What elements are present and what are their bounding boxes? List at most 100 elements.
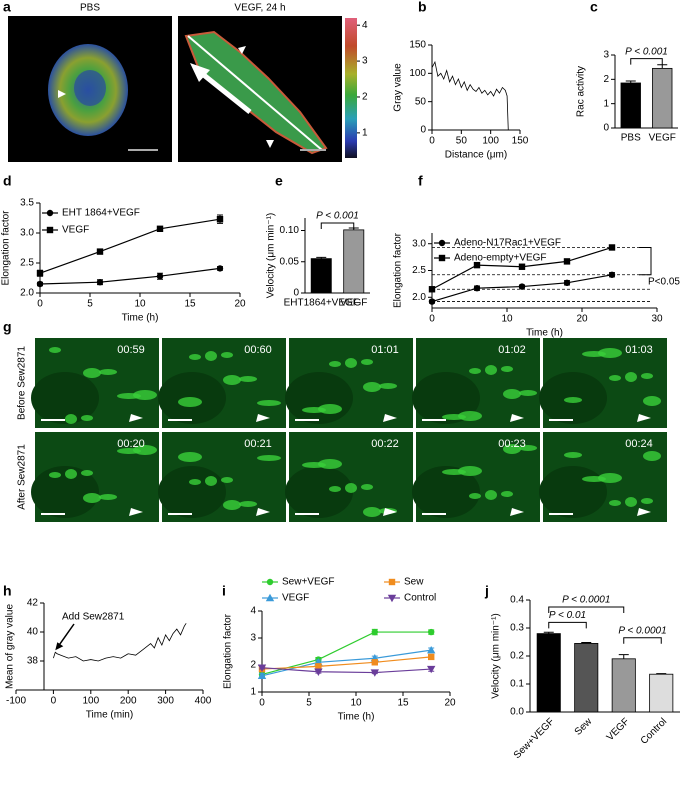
colorbar-label: 3 bbox=[362, 56, 368, 67]
y-tick-label: 0 bbox=[603, 123, 609, 134]
x-tick-label: 100 bbox=[482, 136, 499, 147]
legend-label: Sew bbox=[404, 577, 424, 588]
annotation: P < 0.01 bbox=[549, 610, 586, 621]
panel-letter: g bbox=[3, 319, 12, 335]
x-tick-label: Control bbox=[639, 716, 670, 747]
signal bbox=[598, 473, 622, 483]
y-tick-label: 3.0 bbox=[20, 228, 34, 239]
x-axis-label: Time (h) bbox=[338, 712, 375, 723]
x-tick-label: 10 bbox=[350, 698, 362, 709]
signal bbox=[239, 376, 257, 382]
y-tick-label: 2.0 bbox=[20, 288, 34, 299]
x-tick-label: 5 bbox=[87, 299, 93, 310]
y-axis-label: Velocity (μm min⁻¹) bbox=[491, 613, 502, 699]
legend-marker bbox=[438, 254, 446, 262]
y-tick-label: 40 bbox=[27, 627, 39, 638]
legend-label: VEGF bbox=[282, 593, 309, 604]
marker bbox=[36, 280, 44, 288]
marker bbox=[315, 663, 322, 670]
x-tick-label: 30 bbox=[651, 314, 663, 325]
signal bbox=[485, 365, 497, 375]
signal bbox=[501, 366, 513, 372]
panel-letter: f bbox=[418, 173, 423, 189]
marker bbox=[563, 279, 571, 287]
signal bbox=[625, 372, 637, 382]
panel-letter: c bbox=[590, 0, 598, 15]
signal bbox=[564, 452, 582, 458]
signal bbox=[643, 396, 661, 406]
panel-a-images: PBS VEGF, 24 h a bbox=[3, 0, 357, 162]
signal bbox=[221, 477, 233, 483]
bar bbox=[611, 658, 636, 713]
signal bbox=[99, 369, 117, 375]
signal bbox=[205, 351, 217, 361]
colorbar-label: 1 bbox=[362, 128, 368, 139]
y-tick-label: 0 bbox=[293, 288, 299, 299]
y-tick-label: 0.1 bbox=[510, 679, 524, 690]
signal bbox=[49, 472, 61, 478]
y-axis-label: Velocity (μm min⁻¹) bbox=[266, 213, 277, 299]
signal bbox=[83, 368, 101, 378]
signal bbox=[318, 459, 342, 469]
y-tick-label: 3 bbox=[603, 50, 609, 61]
bar bbox=[620, 82, 641, 129]
signal bbox=[318, 404, 342, 414]
signal bbox=[133, 390, 157, 400]
marker bbox=[96, 279, 104, 286]
y-tick-label: 1 bbox=[250, 687, 256, 698]
error-bar bbox=[618, 654, 629, 659]
arrowhead bbox=[510, 508, 524, 516]
signal bbox=[239, 501, 257, 507]
y-tick-label: 0.0 bbox=[510, 707, 524, 718]
marker bbox=[518, 283, 526, 290]
signal bbox=[503, 444, 521, 454]
marker bbox=[257, 671, 267, 679]
marker bbox=[473, 284, 481, 292]
marker bbox=[370, 669, 379, 677]
arrowhead bbox=[637, 508, 651, 516]
bar bbox=[652, 67, 673, 129]
y-tick-label: 0.05 bbox=[280, 256, 300, 267]
x-tick-label: 15 bbox=[397, 698, 409, 709]
series-line bbox=[39, 267, 221, 285]
legend-marker bbox=[46, 226, 54, 234]
error-bar bbox=[656, 673, 667, 675]
y-tick-label: 50 bbox=[415, 96, 427, 107]
y-tick-label: 0.3 bbox=[510, 623, 524, 634]
x-tick-label: 100 bbox=[82, 696, 99, 707]
arrowhead bbox=[383, 508, 397, 516]
y-axis-label: Elongation factor bbox=[1, 210, 12, 286]
arrowhead bbox=[129, 508, 143, 516]
marker bbox=[156, 273, 164, 280]
cell-region bbox=[285, 372, 353, 424]
panel-letter: d bbox=[3, 173, 12, 189]
signal bbox=[641, 373, 653, 379]
y-tick-label: 42 bbox=[27, 598, 39, 609]
bracket bbox=[630, 58, 663, 65]
signal bbox=[178, 452, 202, 462]
y-tick-label: 2 bbox=[250, 660, 256, 671]
signal bbox=[469, 368, 481, 374]
arrowhead bbox=[256, 508, 270, 516]
y-tick-label: 1 bbox=[603, 98, 609, 109]
signal bbox=[609, 375, 621, 381]
x-axis-label: Time (h) bbox=[122, 313, 159, 324]
legend-marker bbox=[266, 578, 274, 586]
panel-letter: b bbox=[418, 0, 427, 15]
y-tick-label: 0 bbox=[420, 125, 426, 136]
signal bbox=[81, 470, 93, 476]
panel-letter: e bbox=[275, 173, 283, 189]
signal bbox=[189, 479, 201, 485]
signal bbox=[205, 476, 217, 486]
error-bar bbox=[543, 631, 554, 634]
signal bbox=[625, 497, 637, 507]
y-tick-label: 2 bbox=[603, 74, 609, 85]
annotation: P < 0.0001 bbox=[618, 625, 666, 636]
timestamp: 01:01 bbox=[371, 344, 399, 356]
legend-marker bbox=[438, 239, 446, 247]
y-tick-label: 4 bbox=[250, 606, 256, 617]
series-line bbox=[39, 218, 221, 274]
signal bbox=[379, 383, 397, 389]
legend-label: VEGF bbox=[62, 225, 89, 236]
